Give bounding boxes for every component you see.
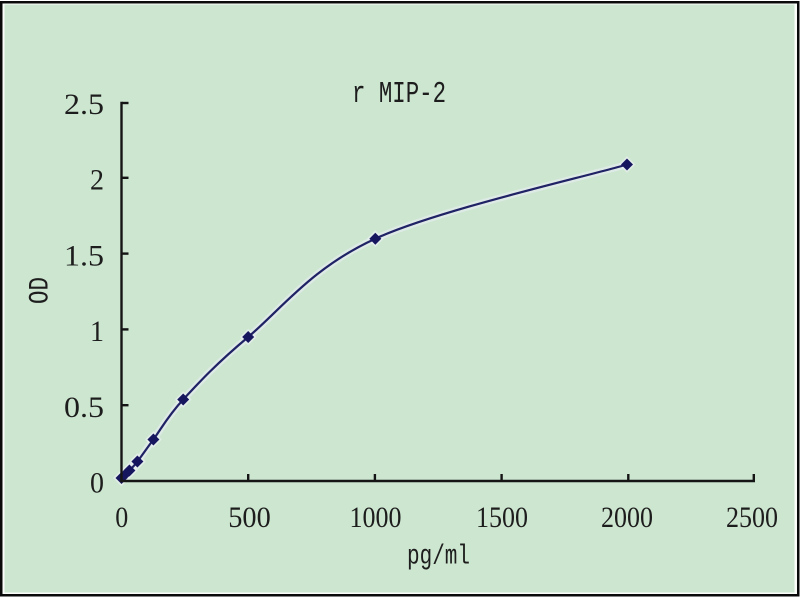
svg-text:OD: OD [26, 277, 57, 304]
svg-text:1.5: 1.5 [64, 239, 104, 272]
svg-text:1500: 1500 [476, 501, 528, 534]
svg-text:2000: 2000 [601, 501, 653, 534]
svg-text:2.5: 2.5 [64, 88, 104, 121]
svg-text:500: 500 [228, 501, 271, 534]
svg-text:r MIP-2: r MIP-2 [352, 77, 446, 112]
svg-text:0: 0 [90, 467, 104, 500]
svg-text:2500: 2500 [726, 501, 778, 534]
svg-text:1000: 1000 [350, 501, 402, 534]
svg-text:0.5: 0.5 [64, 391, 104, 424]
svg-text:1: 1 [90, 315, 104, 348]
svg-text:0: 0 [115, 501, 128, 534]
svg-text:pg/ml: pg/ml [407, 542, 470, 573]
svg-text:2: 2 [90, 164, 104, 197]
